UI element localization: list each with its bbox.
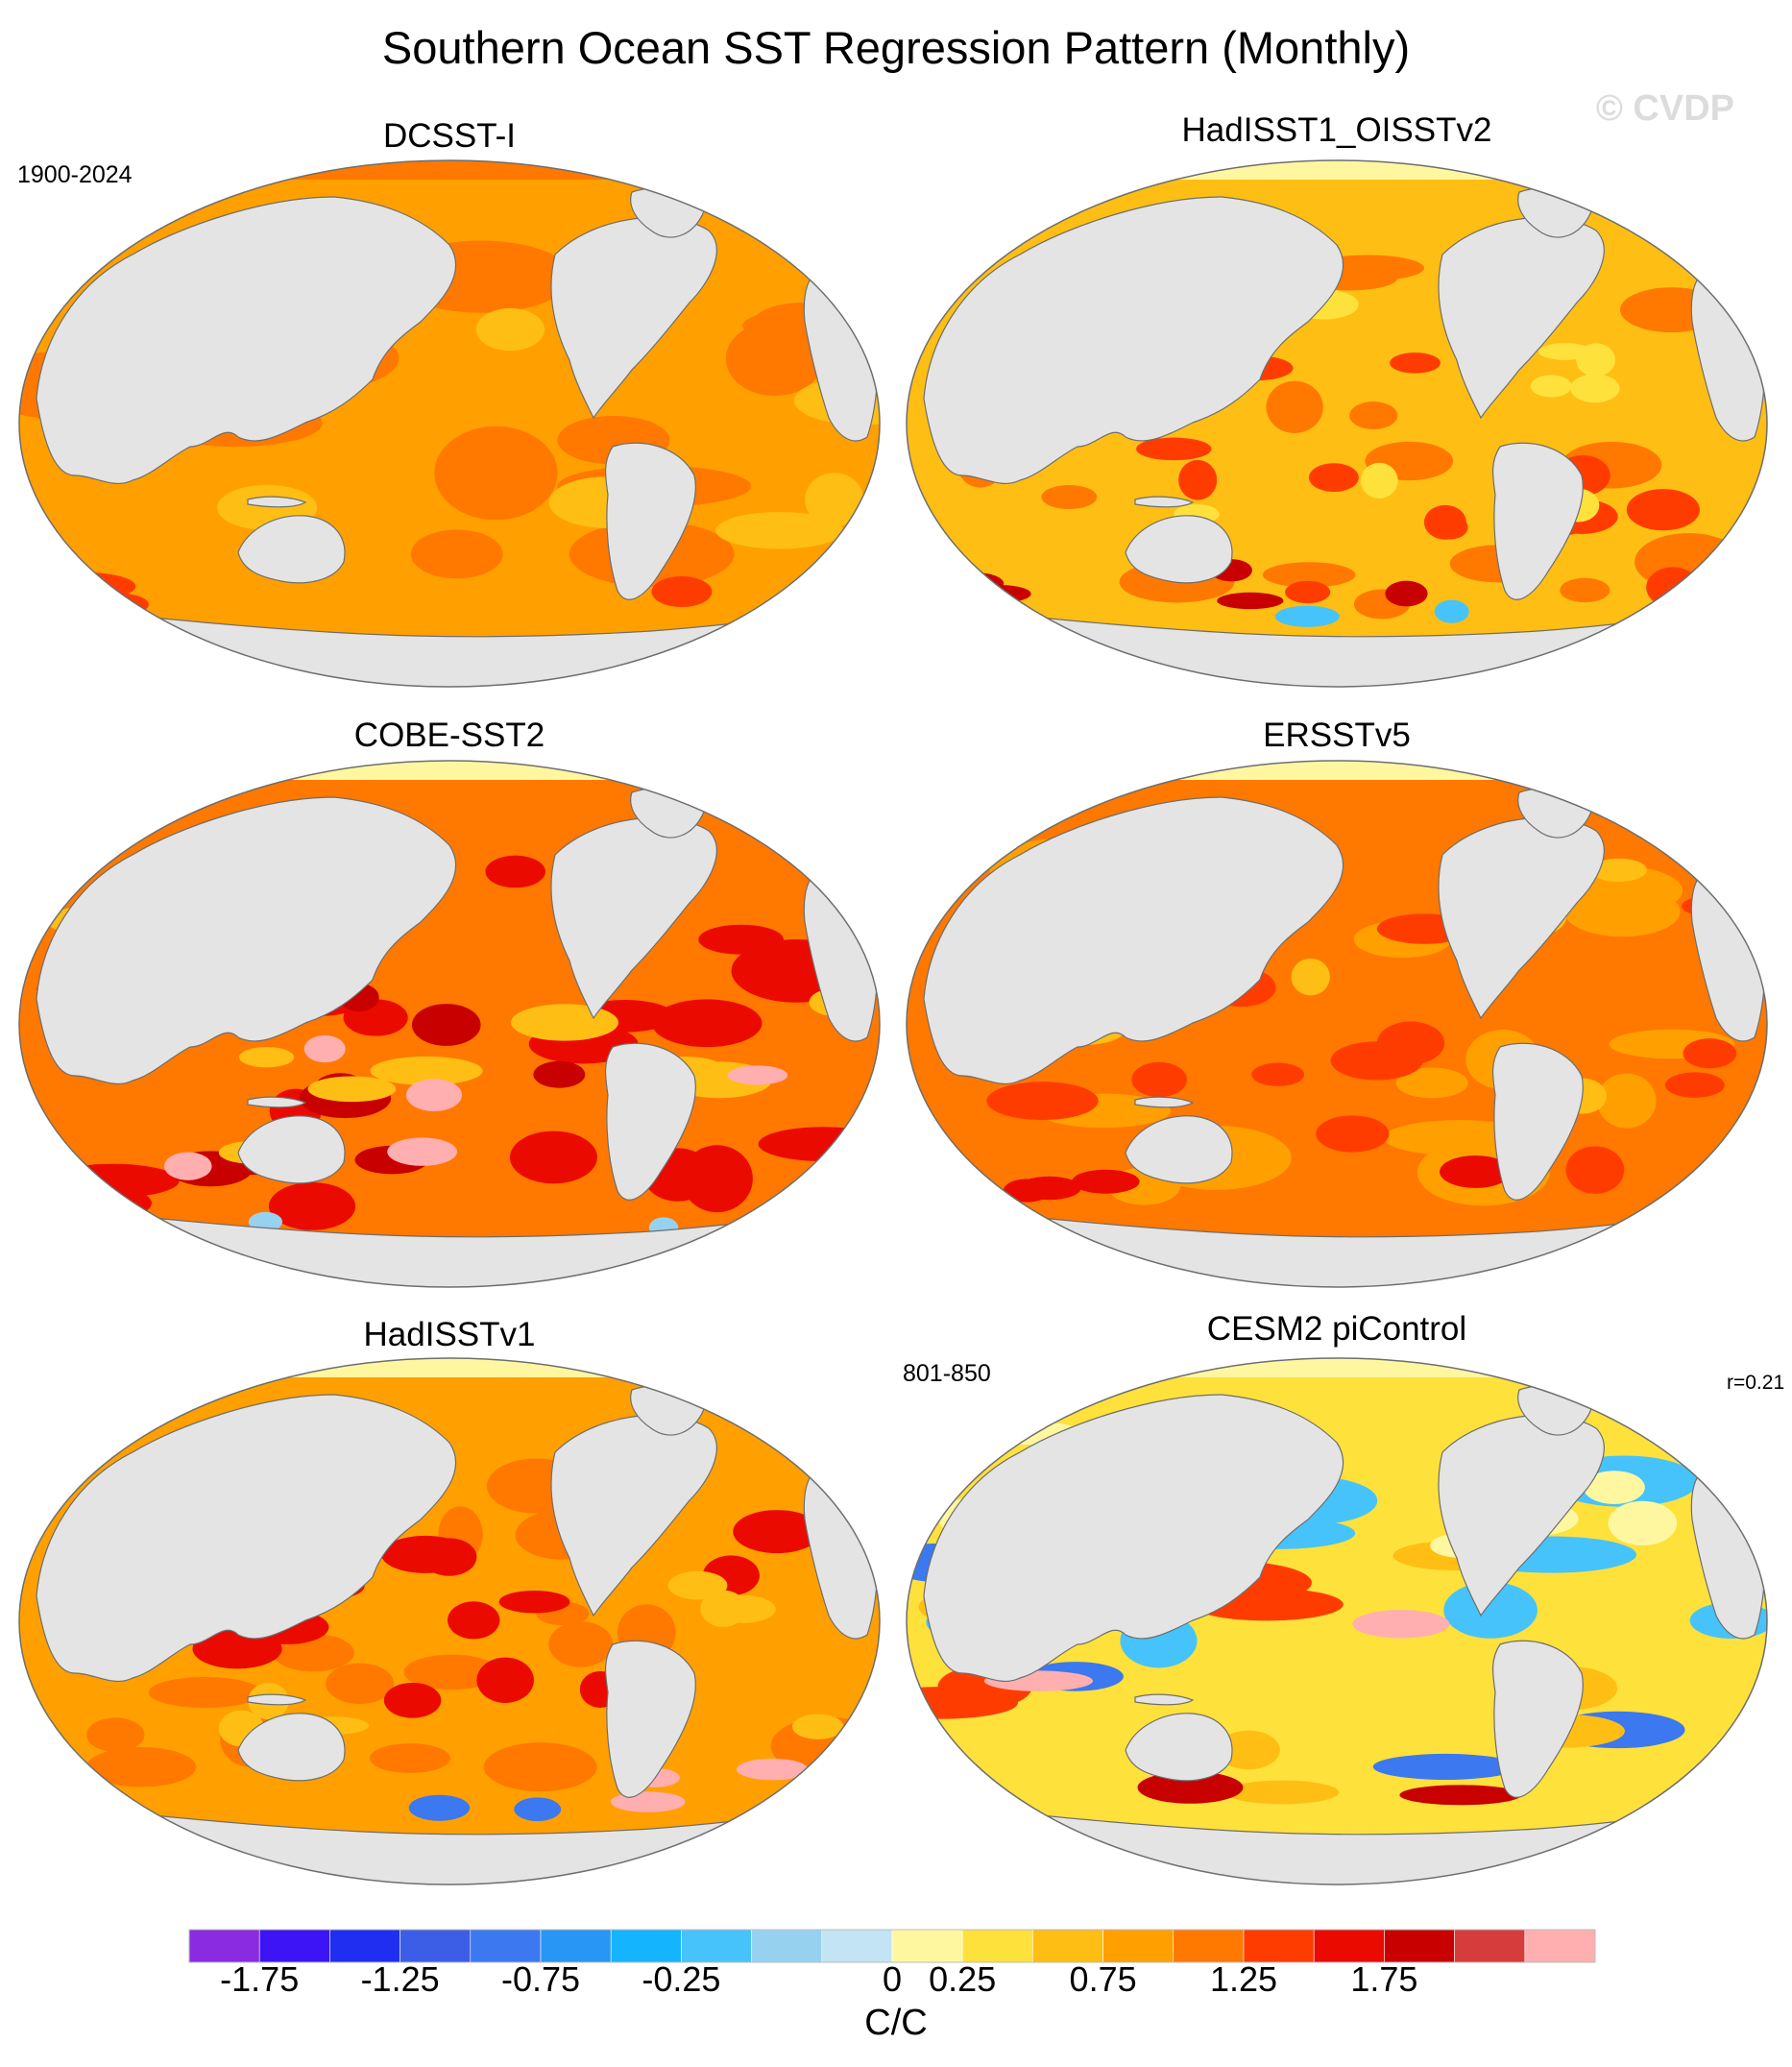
colorbar-units: C/C <box>864 2003 928 2043</box>
panel-title-ersstv5: ERSSTv5 <box>1263 717 1411 754</box>
colorbar-swatch <box>891 1929 963 1963</box>
cvdp-watermark: © CVDP <box>1595 88 1734 129</box>
colorbar-swatch <box>540 1929 612 1963</box>
colorbar-tick-label: -1.25 <box>360 1959 440 1999</box>
colorbar-swatch <box>961 1929 1033 1963</box>
colorbar-swatch <box>1524 1929 1596 1963</box>
panel-title-hadisst1-oisstv2: HadISST1_OISSTv2 <box>1181 111 1492 149</box>
colorbar-swatch <box>470 1929 542 1963</box>
colorbar-tick-label: 0.25 <box>929 1959 997 1999</box>
cesm-years-label: 801-850 <box>903 1360 991 1387</box>
colorbar-swatch <box>1454 1929 1526 1963</box>
figure-title: Southern Ocean SST Regression Pattern (M… <box>381 22 1411 73</box>
colorbar-swatch <box>681 1929 752 1963</box>
map-dcsst <box>18 159 881 688</box>
map-cesm2-picontrol <box>906 1357 1768 1885</box>
colorbar-swatch <box>1102 1929 1174 1963</box>
map-cobe-sst2 <box>18 760 881 1288</box>
colorbar-swatch <box>610 1929 682 1963</box>
colorbar-tick-label: 0.75 <box>1069 1959 1137 1999</box>
colorbar-tick-label: 1.75 <box>1350 1959 1418 1999</box>
colorbar-swatch <box>1032 1929 1103 1963</box>
colorbar-swatch <box>1384 1929 1455 1963</box>
colorbar-swatch <box>188 1929 260 1963</box>
colorbar-swatch <box>751 1929 823 1963</box>
panel-title-hadisstv1: HadISSTv1 <box>363 1316 536 1353</box>
colorbar-swatch <box>400 1929 472 1963</box>
map-ersstv5 <box>906 760 1768 1288</box>
map-hadisstv1 <box>18 1357 881 1885</box>
period-label: 1900-2024 <box>17 161 133 188</box>
colorbar-tick-label: 0 <box>882 1959 903 1999</box>
colorbar-tick-label: -1.75 <box>220 1959 300 1999</box>
colorbar-swatch <box>1313 1929 1385 1963</box>
colorbar-tick-label: 1.25 <box>1209 1959 1278 1999</box>
colorbar-tick-label: -0.25 <box>642 1959 721 1999</box>
colorbar-swatch <box>821 1929 893 1963</box>
map-hadisst1-oisstv2 <box>906 159 1768 688</box>
colorbar-tick-label: -0.75 <box>500 1959 581 1999</box>
colorbar-swatch <box>1173 1929 1245 1963</box>
pattern-correlation-label: r=0.21 <box>1727 1372 1785 1394</box>
panel-title-dcsst: DCSST-I <box>382 117 517 155</box>
colorbar-swatch <box>1243 1929 1315 1963</box>
panel-title-cobe-sst2: COBE-SST2 <box>353 717 545 754</box>
colorbar-swatch <box>329 1929 400 1963</box>
panel-title-cesm2-picontrol: CESM2 piControl <box>1206 1310 1467 1348</box>
colorbar-swatch <box>258 1929 330 1963</box>
